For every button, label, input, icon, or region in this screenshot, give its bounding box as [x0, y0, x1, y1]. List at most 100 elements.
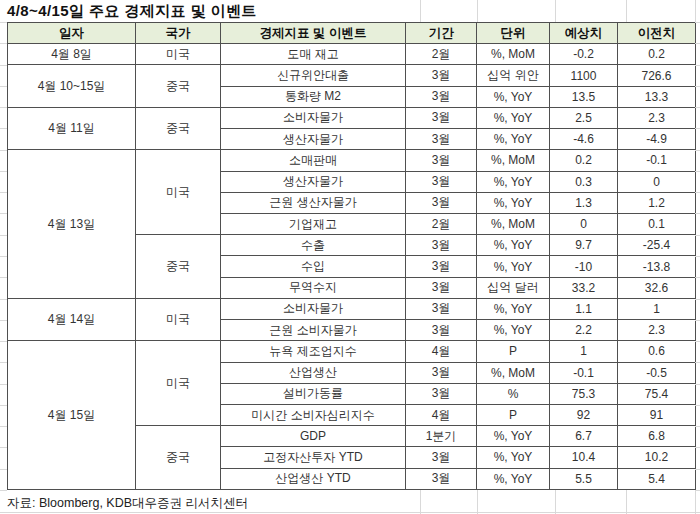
unit-cell: % [477, 383, 550, 404]
indicator-cell: GDP [221, 426, 406, 447]
indicator-cell: 생산자물가 [221, 171, 406, 192]
period-cell: 1분기 [406, 426, 477, 447]
unit-cell: %, YoY [477, 86, 550, 107]
gridline [555, 490, 556, 514]
period-cell: 4월 [406, 341, 477, 362]
unit-cell: %, YoY [477, 298, 550, 319]
forecast-cell: 33.2 [550, 277, 618, 298]
indicator-cell: 무역수지 [221, 277, 406, 298]
period-cell: 3월 [406, 129, 477, 150]
previous-cell: 0.1 [618, 213, 696, 234]
gridline [695, 405, 700, 406]
unit-cell: %, YoY [477, 192, 550, 213]
gridline [695, 469, 700, 470]
previous-cell: 1.2 [618, 192, 696, 213]
column-header: 기간 [406, 23, 477, 44]
gridline [695, 128, 700, 129]
gridline [695, 213, 700, 214]
previous-cell: -13.8 [618, 256, 696, 277]
forecast-cell: 9.7 [550, 235, 618, 256]
gridline [0, 426, 7, 427]
indicator-cell: 미시간 소비자심리지수 [221, 404, 406, 425]
gridline [695, 192, 700, 193]
unit-cell: %, YoY [477, 129, 550, 150]
gridline [695, 150, 700, 151]
gridline [695, 447, 700, 448]
unit-cell: %, YoY [477, 107, 550, 128]
previous-cell: -25.4 [618, 235, 696, 256]
gridline [0, 192, 7, 193]
page-title: 4/8~4/15일 주요 경제지표 및 이벤트 [7, 2, 257, 21]
gridline [695, 43, 700, 44]
indicator-cell: 생산자물가 [221, 129, 406, 150]
previous-cell: 0 [618, 171, 696, 192]
gridline [695, 277, 700, 278]
forecast-cell: 75.3 [550, 383, 618, 404]
column-header: 경제지표 및 이벤트 [221, 23, 406, 44]
table-row: 4월 8일미국도매 재고2월%, MoM-0.20.2 [8, 44, 696, 65]
previous-cell: 91 [618, 404, 696, 425]
gridline [0, 235, 7, 236]
header-row: 일자국가경제지표 및 이벤트기간단위예상치이전치 [8, 23, 696, 44]
gridline [0, 86, 7, 87]
indicator-cell: 소비자물가 [221, 298, 406, 319]
gridline [477, 0, 478, 22]
indicator-cell: 산업생산 YTD [221, 468, 406, 489]
country-cell: 미국 [136, 44, 221, 65]
gridline [695, 256, 700, 257]
previous-cell: -0.1 [618, 150, 696, 171]
forecast-cell: 2.2 [550, 320, 618, 341]
period-cell: 3월 [406, 277, 477, 298]
forecast-cell: 1.3 [550, 192, 618, 213]
previous-cell: 1 [618, 298, 696, 319]
forecast-cell: 0.2 [550, 150, 618, 171]
previous-cell: 5.4 [618, 468, 696, 489]
gridline [0, 299, 7, 300]
gridline [0, 171, 7, 172]
period-cell: 3월 [406, 86, 477, 107]
column-header: 이전치 [618, 23, 696, 44]
gridline [0, 43, 7, 44]
period-cell: 3월 [406, 256, 477, 277]
forecast-cell: 1.1 [550, 298, 618, 319]
country-cell: 중국 [136, 426, 221, 490]
gridline [0, 256, 7, 257]
gridline [695, 235, 700, 236]
gridline [626, 490, 627, 514]
economic-indicators-table: 일자국가경제지표 및 이벤트기간단위예상치이전치4월 8일미국도매 재고2월%,… [7, 22, 696, 490]
unit-cell: %, YoY [477, 171, 550, 192]
unit-cell: %, YoY [477, 235, 550, 256]
gridline [695, 426, 700, 427]
unit-cell: 십억 달러 [477, 277, 550, 298]
previous-cell: 13.3 [618, 86, 696, 107]
gridline [695, 171, 700, 172]
indicator-cell: 설비가동률 [221, 383, 406, 404]
unit-cell: %, YoY [477, 256, 550, 277]
forecast-cell: -0.2 [550, 44, 618, 65]
previous-cell: 75.4 [618, 383, 696, 404]
indicator-cell: 근원 소비자물가 [221, 320, 406, 341]
country-cell: 미국 [136, 298, 221, 340]
indicator-cell: 소비자물가 [221, 107, 406, 128]
country-cell: 미국 [136, 341, 221, 426]
date-cell: 4월 10~15일 [8, 65, 136, 107]
period-cell: 3월 [406, 320, 477, 341]
previous-cell: 0.6 [618, 341, 696, 362]
gridline [420, 490, 421, 514]
gridline [695, 490, 700, 491]
gridline [0, 128, 7, 129]
gridline [695, 0, 696, 22]
period-cell: 3월 [406, 298, 477, 319]
forecast-cell: 13.5 [550, 86, 618, 107]
unit-cell: %, YoY [477, 447, 550, 468]
country-cell: 중국 [136, 65, 221, 107]
forecast-cell: 2.5 [550, 107, 618, 128]
gridline [0, 490, 7, 491]
forecast-cell: 1100 [550, 65, 618, 86]
indicator-cell: 소매판매 [221, 150, 406, 171]
previous-cell: 2.3 [618, 320, 696, 341]
gridline [0, 320, 7, 321]
indicator-cell: 고정자산투자 YTD [221, 447, 406, 468]
period-cell: 4월 [406, 404, 477, 425]
period-cell: 3월 [406, 65, 477, 86]
